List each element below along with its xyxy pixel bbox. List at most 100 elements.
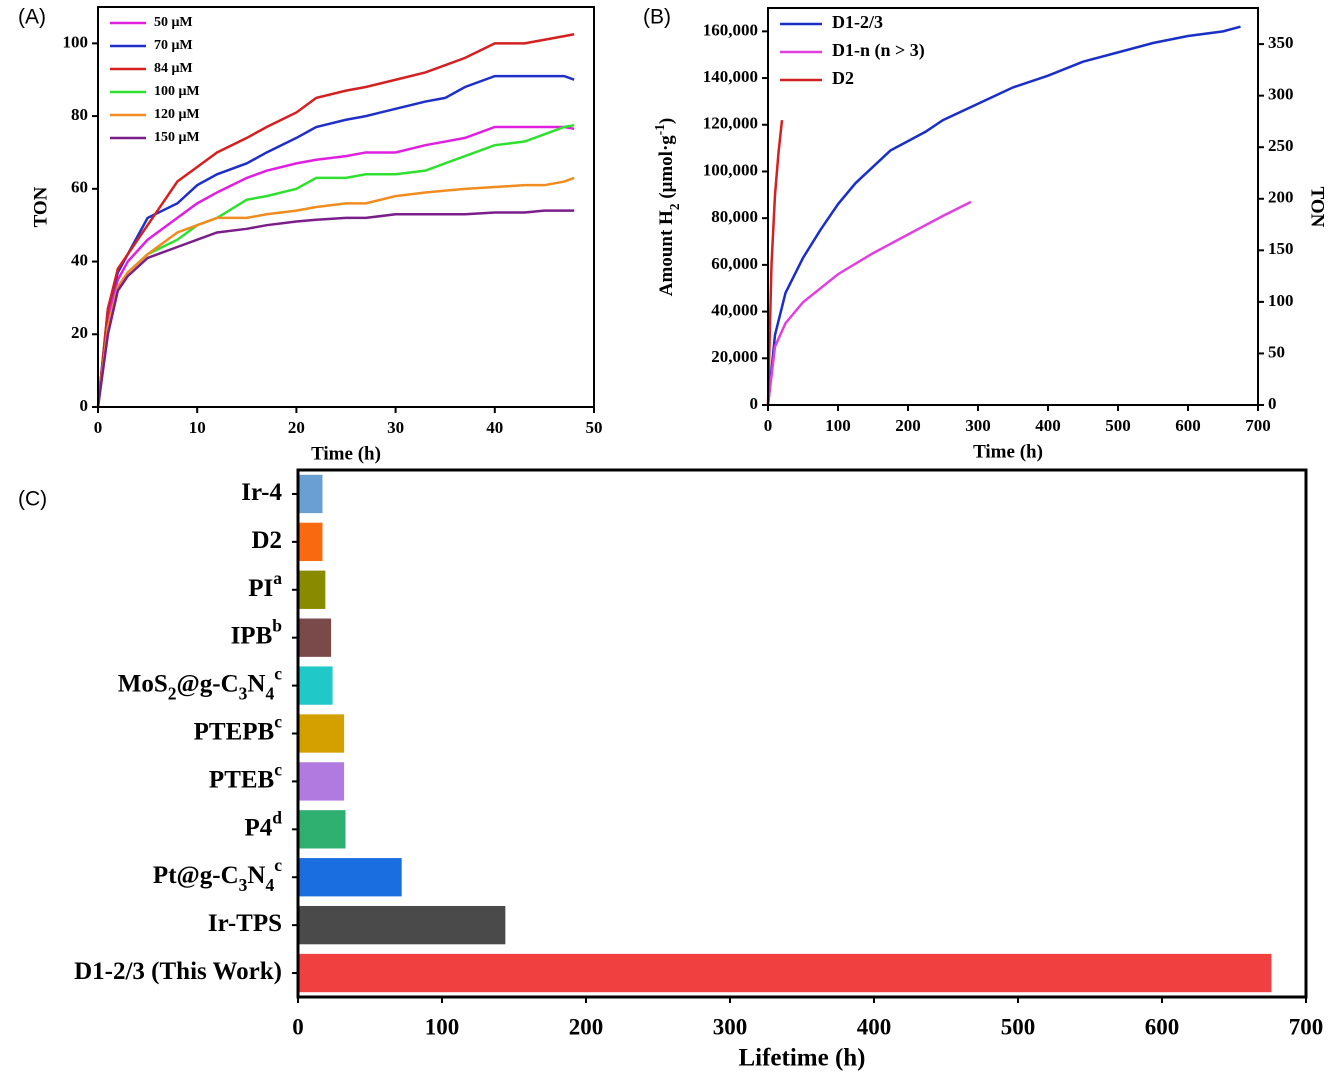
line-series <box>766 119 784 406</box>
x-tick-label: 300 <box>965 416 991 435</box>
category-label: Pt@g-C3N4c <box>153 855 282 895</box>
legend-label: 120 μM <box>154 107 200 122</box>
line-series <box>96 74 575 408</box>
x-tick-label: 300 <box>713 1014 748 1039</box>
panel: (C) 0 100 200 300 400 500 600 700 Lifetime (h) Ir-… <box>18 468 1324 1072</box>
category-label: Ir-TPS <box>208 910 282 937</box>
superscript: b <box>272 616 282 636</box>
superscript: c <box>274 855 282 875</box>
y-tick-label: 60 <box>71 178 88 197</box>
y-tick-label: 40 <box>71 250 88 269</box>
bar <box>298 953 1272 993</box>
text-part: D1-2/3 (This Work) <box>74 958 282 985</box>
superscript: c <box>274 759 282 779</box>
text-part: @g-C <box>177 670 239 697</box>
y2-axis-label: TON <box>1307 187 1328 228</box>
plot-frame <box>767 7 1259 406</box>
line-series <box>96 209 575 408</box>
x-tick-label: 40 <box>486 418 503 437</box>
bar <box>298 618 332 657</box>
x-tick-label: 20 <box>288 418 305 437</box>
category-label: Ir-4 <box>241 479 282 506</box>
y-tick-label: 100,000 <box>703 160 758 179</box>
x-tick-label: 400 <box>857 1014 892 1039</box>
plot-frame <box>296 468 1308 999</box>
y2-tick-label: 0 <box>1268 394 1277 413</box>
x-tick-label: 200 <box>569 1014 604 1039</box>
category-label: PIa <box>248 568 282 602</box>
line-series <box>96 123 575 408</box>
line-series <box>96 176 575 408</box>
bar <box>298 666 333 705</box>
y-tick-label: 0 <box>750 394 759 413</box>
y-axis-label: Amount H2 (μmol·g-1) <box>652 118 682 296</box>
text-part: IPB <box>231 622 273 649</box>
panel-label: (C) <box>18 488 47 511</box>
bar <box>298 570 326 609</box>
panel-label: (A) <box>18 6 46 29</box>
y2-tick-label: 300 <box>1268 85 1294 104</box>
bar <box>298 858 402 897</box>
y-axis-label: TON <box>30 186 51 227</box>
x-tick-label: 0 <box>292 1014 304 1039</box>
x-axis-label: Time (h) <box>311 443 381 464</box>
text-part: PTEB <box>209 766 274 793</box>
x-tick-label: 400 <box>1035 416 1061 435</box>
y-tick-label: 60,000 <box>711 254 758 273</box>
text-part: MoS <box>118 670 168 697</box>
x-tick-label: 0 <box>764 416 773 435</box>
superscript: -1 <box>652 124 667 135</box>
legend-label: 50 μM <box>154 15 193 30</box>
superscript: a <box>273 568 282 588</box>
legend-label: D2 <box>832 68 854 88</box>
x-tick-label: 600 <box>1175 416 1201 435</box>
text-part: PTEPB <box>194 718 275 745</box>
y-tick-label: 160,000 <box>703 20 758 39</box>
text-part: ) <box>656 118 677 124</box>
y-tick-label: 40,000 <box>711 300 758 319</box>
x-tick-label: 700 <box>1289 1014 1324 1039</box>
text-part: N <box>247 862 265 889</box>
text-part: (μmol·g <box>656 135 677 204</box>
x-tick-label: 10 <box>189 418 206 437</box>
text-part: Ir-TPS <box>208 910 282 937</box>
y-tick-label: 20,000 <box>711 347 758 366</box>
superscript: d <box>272 807 282 827</box>
x-tick-label: 500 <box>1105 416 1131 435</box>
bar <box>298 522 323 562</box>
bar <box>298 474 323 514</box>
text-part: P4 <box>244 814 272 841</box>
y-tick-label: 140,000 <box>703 67 758 86</box>
x-axis-label: Lifetime (h) <box>738 1045 865 1072</box>
category-label: D1-2/3 (This Work) <box>74 958 282 985</box>
subscript: 3 <box>239 875 248 895</box>
text-part: N <box>247 670 265 697</box>
y2-tick-label: 50 <box>1268 342 1285 361</box>
subscript: 3 <box>239 684 248 704</box>
x-tick-label: 200 <box>895 416 921 435</box>
superscript: c <box>274 664 282 684</box>
y2-tick-label: 200 <box>1268 188 1294 207</box>
text-part: Ir-4 <box>241 479 282 506</box>
category-label: MoS2@g-C3N4c <box>118 664 282 704</box>
line-series <box>96 33 575 408</box>
text-part: D2 <box>251 527 282 554</box>
y2-tick-label: 250 <box>1268 136 1294 155</box>
x-tick-label: 100 <box>825 416 851 435</box>
bar <box>298 714 345 753</box>
bar <box>298 905 506 945</box>
category-label: PTEBc <box>209 759 282 793</box>
category-label: PTEPBc <box>194 712 283 746</box>
line-series <box>766 25 1241 406</box>
legend-label: 150 μM <box>154 130 200 145</box>
line-series <box>766 200 972 406</box>
y-tick-label: 120,000 <box>703 114 758 133</box>
panel: (A) 0 10 20 30 40 50 0 20 40 60 80 100 Time (h) TON 50 … <box>18 6 603 465</box>
subscript: 2 <box>667 203 682 210</box>
text-part: PI <box>248 575 273 602</box>
x-tick-label: 500 <box>1001 1014 1036 1039</box>
legend-label: 70 μM <box>154 38 193 53</box>
y-tick-label: 80,000 <box>711 207 758 226</box>
y-tick-label: 80 <box>71 105 88 124</box>
